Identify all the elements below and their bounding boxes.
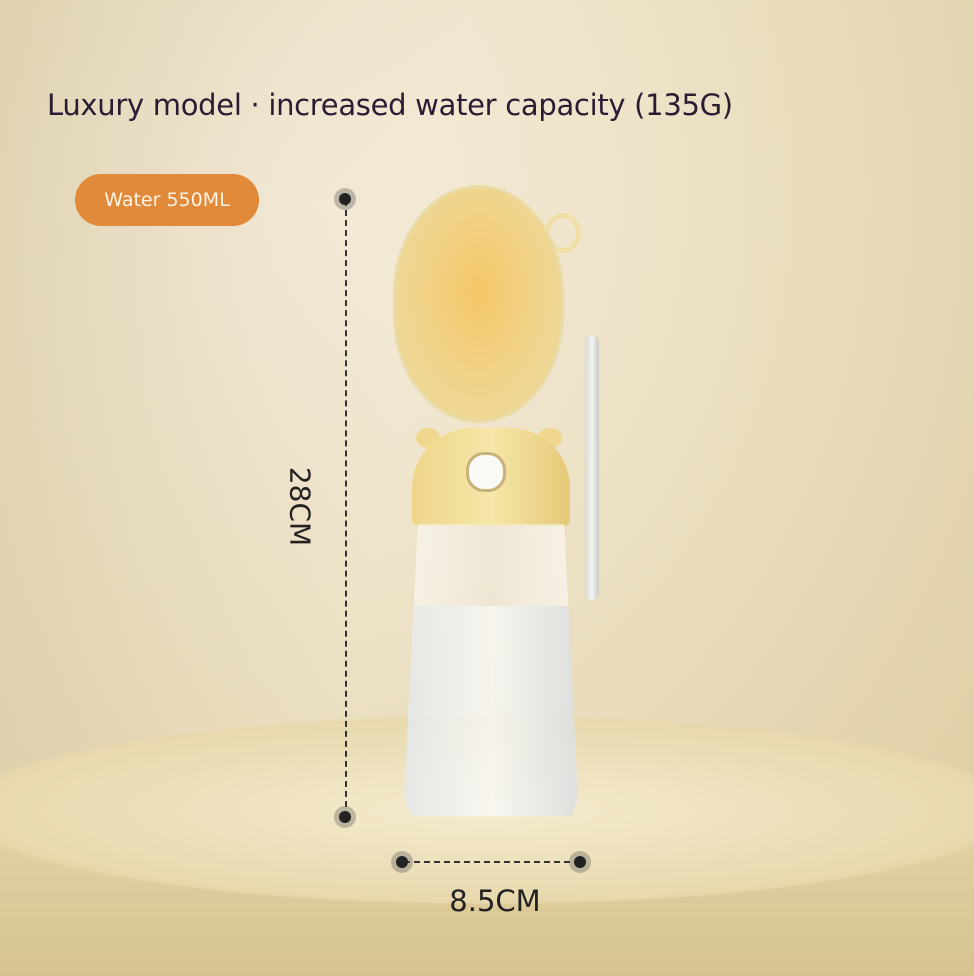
width-dimension-line — [404, 861, 580, 863]
release-button — [466, 452, 506, 492]
width-label: 8.5CM — [449, 884, 541, 918]
water-fill — [404, 606, 578, 816]
height-dimension-line — [345, 200, 347, 817]
width-marker-right — [574, 856, 586, 868]
drinking-bowl — [393, 185, 564, 423]
page-title: Luxury model · increased water capacity … — [47, 88, 733, 122]
lanyard-strap — [585, 335, 599, 600]
height-label: 28CM — [283, 466, 317, 547]
height-marker-top — [339, 193, 351, 205]
height-marker-bottom — [339, 811, 351, 823]
capacity-badge: Water 550ML — [75, 174, 259, 226]
width-marker-left — [396, 856, 408, 868]
bottle-body — [404, 524, 578, 816]
